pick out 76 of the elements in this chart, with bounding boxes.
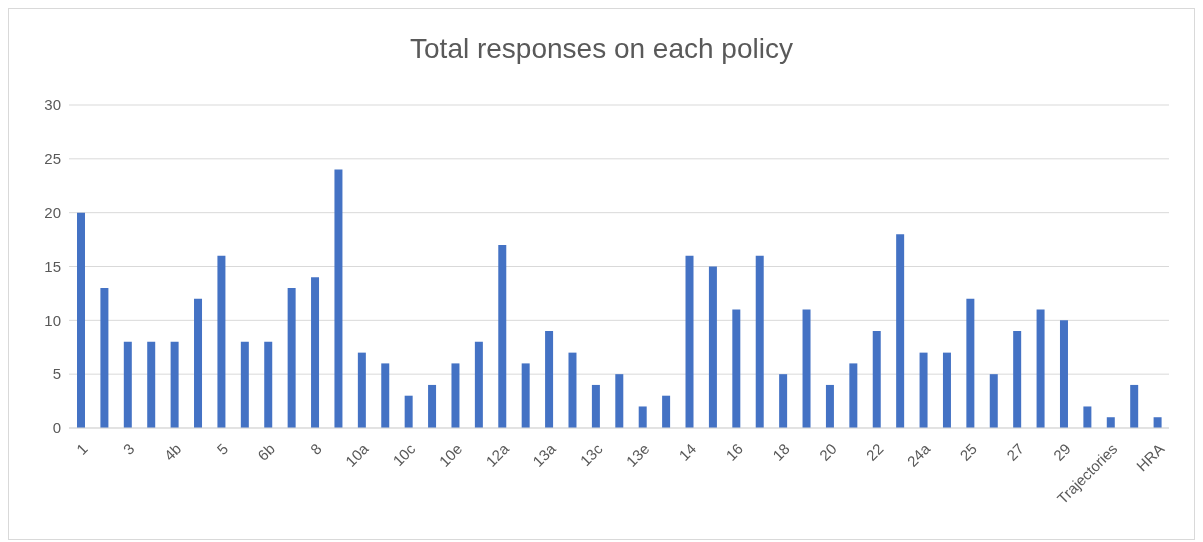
bar <box>825 384 834 428</box>
x-tick-label: 18 <box>769 440 793 464</box>
x-tick-label: 24a <box>903 439 934 470</box>
bar <box>451 363 460 428</box>
x-tick-label: 4b <box>160 440 185 464</box>
bar <box>428 384 437 428</box>
bar <box>194 298 203 428</box>
x-tick-label: 16 <box>722 440 747 464</box>
bar <box>311 277 320 428</box>
x-tick-label: 25 <box>956 440 981 464</box>
y-tick-label: 30 <box>44 96 61 114</box>
bar <box>147 341 156 428</box>
bar <box>357 352 366 428</box>
bar <box>217 255 226 428</box>
bar <box>240 341 249 428</box>
bar <box>662 395 671 428</box>
x-tick-label: 27 <box>1003 440 1027 464</box>
bar <box>849 363 858 428</box>
y-tick-label: 15 <box>44 257 61 275</box>
bar <box>591 384 600 428</box>
chart-title: Total responses on each policy <box>409 32 794 66</box>
bar <box>123 341 132 428</box>
bar <box>1059 320 1068 428</box>
x-tick-label: 20 <box>815 440 840 464</box>
bar <box>474 341 483 428</box>
bar <box>685 255 694 428</box>
bar <box>779 374 788 428</box>
bar <box>1083 406 1092 428</box>
bar <box>1106 417 1115 428</box>
bar <box>498 244 507 428</box>
bar <box>732 309 741 428</box>
bar <box>381 363 390 428</box>
x-tick-label: 10a <box>341 439 373 470</box>
bar <box>919 352 928 428</box>
bar <box>708 266 717 428</box>
x-tick-label: 14 <box>675 440 700 464</box>
bar <box>989 374 998 428</box>
x-tick-label: 13e <box>622 440 653 470</box>
y-tick-label: 5 <box>52 365 61 383</box>
bar <box>615 374 624 428</box>
x-tick-label: 10c <box>389 439 419 470</box>
bar <box>896 234 905 428</box>
x-tick-label: 13c <box>576 439 606 470</box>
bar <box>942 352 951 428</box>
bar <box>287 288 296 428</box>
bar <box>521 363 530 428</box>
x-tick-label: 6b <box>254 440 278 464</box>
bar <box>966 298 975 428</box>
x-tick-label: 12a <box>482 439 513 470</box>
bar <box>638 406 647 428</box>
bar <box>568 352 577 428</box>
bar <box>100 288 109 428</box>
x-tick-label: 3 <box>119 440 138 458</box>
bar <box>1013 331 1022 428</box>
y-tick-label: 20 <box>44 203 61 221</box>
bar <box>77 212 85 428</box>
bar <box>334 169 343 428</box>
x-tick-label: 1 <box>72 440 91 458</box>
x-tick-label: 13a <box>529 439 560 470</box>
x-tick-label: 10e <box>435 440 466 470</box>
bar <box>872 331 881 428</box>
bar <box>170 341 179 428</box>
bar <box>1036 309 1045 428</box>
y-tick-label: 25 <box>44 150 61 168</box>
y-tick-label: 10 <box>44 311 61 329</box>
bar <box>802 309 811 428</box>
bar <box>755 255 764 428</box>
y-tick-label: 0 <box>52 419 61 437</box>
x-tick-label: 8 <box>306 440 325 458</box>
bar <box>264 341 273 428</box>
bar <box>1130 384 1139 428</box>
x-tick-label: 22 <box>862 440 887 464</box>
bar <box>545 331 554 428</box>
bar <box>1153 417 1162 428</box>
x-tick-label: 5 <box>213 440 232 458</box>
bar <box>404 395 413 428</box>
